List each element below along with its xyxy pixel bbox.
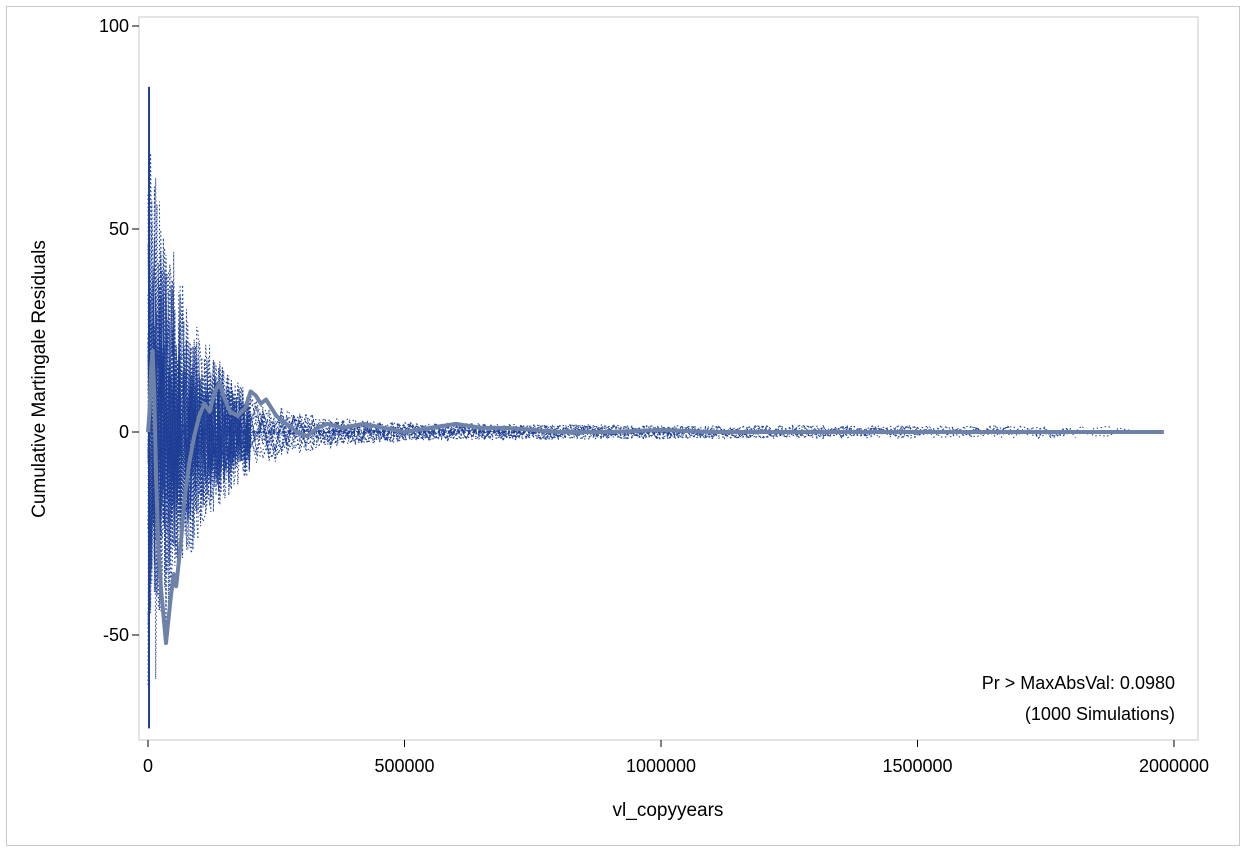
annotation-pvalue: Pr > MaxAbsVal: 0.0980 xyxy=(982,673,1175,693)
simulated-path-line xyxy=(147,237,1009,610)
y-axis: -50 0 50 100 xyxy=(99,16,139,645)
simulated-path-line xyxy=(147,318,935,584)
y-axis-label: Cumulative Martingale Residuals xyxy=(29,240,50,518)
plot-area xyxy=(138,16,1199,741)
y-tick-label: 100 xyxy=(99,16,129,36)
martingale-residual-chart: 0 500000 1000000 1500000 2000000 -50 0 50 100 v… xyxy=(29,16,1209,821)
annotation-simulations: (1000 Simulations) xyxy=(1025,704,1175,724)
simulated-path-line xyxy=(147,200,713,680)
x-axis: 0 500000 1000000 1500000 2000000 xyxy=(143,740,1209,776)
x-tick-label: 500000 xyxy=(374,756,434,776)
observed-path xyxy=(146,348,1164,646)
x-axis-label: vl_copyyears xyxy=(613,800,724,821)
simulated-path-line xyxy=(147,253,350,648)
y-tick-label: 0 xyxy=(119,422,129,442)
chart-frame: 0 500000 1000000 1500000 2000000 -50 0 50 100 v… xyxy=(6,6,1240,846)
simulated-path-line xyxy=(147,204,652,640)
y-tick-label: -50 xyxy=(103,625,129,645)
x-tick-label: 1500000 xyxy=(882,756,952,776)
x-tick-label: 1000000 xyxy=(626,756,696,776)
observed-series-line xyxy=(146,348,1164,646)
simulated-path-line xyxy=(147,294,1076,568)
x-tick-label: 0 xyxy=(143,756,153,776)
y-tick-label: 50 xyxy=(109,219,129,239)
x-tick-label: 2000000 xyxy=(1139,756,1209,776)
